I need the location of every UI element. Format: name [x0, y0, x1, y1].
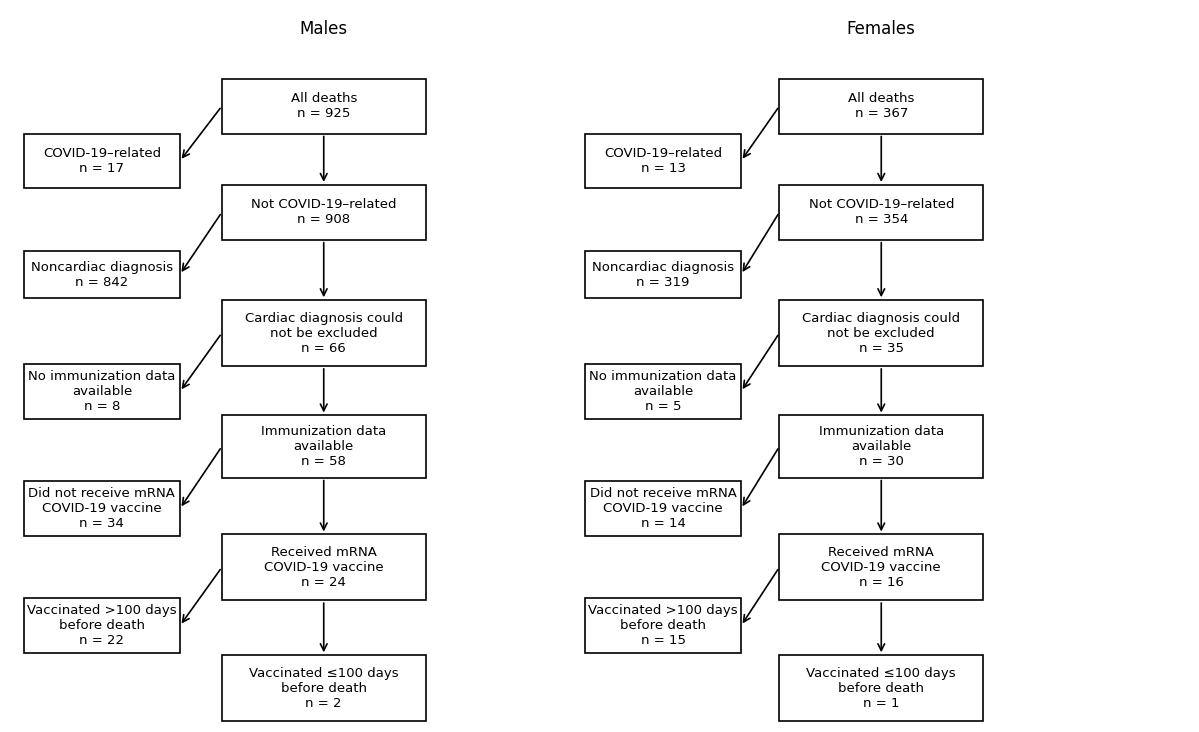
- FancyBboxPatch shape: [585, 599, 741, 654]
- Text: Did not receive mRNA
COVID-19 vaccine
n = 14: Did not receive mRNA COVID-19 vaccine n …: [590, 488, 736, 530]
- FancyBboxPatch shape: [585, 250, 741, 299]
- Text: COVID-19–related
n = 13: COVID-19–related n = 13: [604, 147, 722, 175]
- Text: All deaths
n = 367: All deaths n = 367: [848, 92, 915, 120]
- FancyBboxPatch shape: [222, 185, 426, 240]
- Text: Noncardiac diagnosis
n = 319: Noncardiac diagnosis n = 319: [592, 261, 734, 288]
- Text: Vaccinated ≤100 days
before death
n = 1: Vaccinated ≤100 days before death n = 1: [807, 667, 956, 709]
- FancyBboxPatch shape: [24, 250, 180, 299]
- FancyBboxPatch shape: [222, 300, 426, 366]
- Text: Cardiac diagnosis could
not be excluded
n = 66: Cardiac diagnosis could not be excluded …: [245, 312, 403, 354]
- FancyBboxPatch shape: [222, 655, 426, 721]
- FancyBboxPatch shape: [585, 482, 741, 536]
- Text: Vaccinated >100 days
before death
n = 15: Vaccinated >100 days before death n = 15: [589, 605, 737, 647]
- FancyBboxPatch shape: [779, 415, 983, 477]
- Text: Immunization data
available
n = 58: Immunization data available n = 58: [261, 425, 386, 468]
- FancyBboxPatch shape: [222, 415, 426, 477]
- Text: Received mRNA
COVID-19 vaccine
n = 16: Received mRNA COVID-19 vaccine n = 16: [821, 546, 941, 589]
- FancyBboxPatch shape: [24, 133, 180, 189]
- Text: Noncardiac diagnosis
n = 842: Noncardiac diagnosis n = 842: [31, 261, 173, 288]
- FancyBboxPatch shape: [24, 599, 180, 654]
- Text: Did not receive mRNA
COVID-19 vaccine
n = 34: Did not receive mRNA COVID-19 vaccine n …: [29, 488, 175, 530]
- FancyBboxPatch shape: [779, 79, 983, 133]
- Text: Immunization data
available
n = 30: Immunization data available n = 30: [819, 425, 944, 468]
- Text: Not COVID-19–related
n = 908: Not COVID-19–related n = 908: [251, 198, 397, 226]
- FancyBboxPatch shape: [585, 133, 741, 189]
- Text: COVID-19–related
n = 17: COVID-19–related n = 17: [43, 147, 161, 175]
- Text: Cardiac diagnosis could
not be excluded
n = 35: Cardiac diagnosis could not be excluded …: [802, 312, 960, 354]
- FancyBboxPatch shape: [779, 300, 983, 366]
- FancyBboxPatch shape: [222, 534, 426, 600]
- Text: Vaccinated >100 days
before death
n = 22: Vaccinated >100 days before death n = 22: [28, 605, 176, 647]
- FancyBboxPatch shape: [24, 364, 180, 419]
- FancyBboxPatch shape: [779, 534, 983, 600]
- Text: Females: Females: [846, 20, 916, 38]
- Text: No immunization data
available
n = 8: No immunization data available n = 8: [29, 370, 175, 413]
- FancyBboxPatch shape: [222, 79, 426, 133]
- FancyBboxPatch shape: [24, 482, 180, 536]
- Text: Vaccinated ≤100 days
before death
n = 2: Vaccinated ≤100 days before death n = 2: [249, 667, 398, 709]
- FancyBboxPatch shape: [779, 185, 983, 240]
- Text: All deaths
n = 925: All deaths n = 925: [290, 92, 357, 120]
- FancyBboxPatch shape: [779, 655, 983, 721]
- Text: Not COVID-19–related
n = 354: Not COVID-19–related n = 354: [808, 198, 954, 226]
- FancyBboxPatch shape: [585, 364, 741, 419]
- Text: No immunization data
available
n = 5: No immunization data available n = 5: [590, 370, 736, 413]
- Text: Received mRNA
COVID-19 vaccine
n = 24: Received mRNA COVID-19 vaccine n = 24: [264, 546, 384, 589]
- Text: Males: Males: [300, 20, 348, 38]
